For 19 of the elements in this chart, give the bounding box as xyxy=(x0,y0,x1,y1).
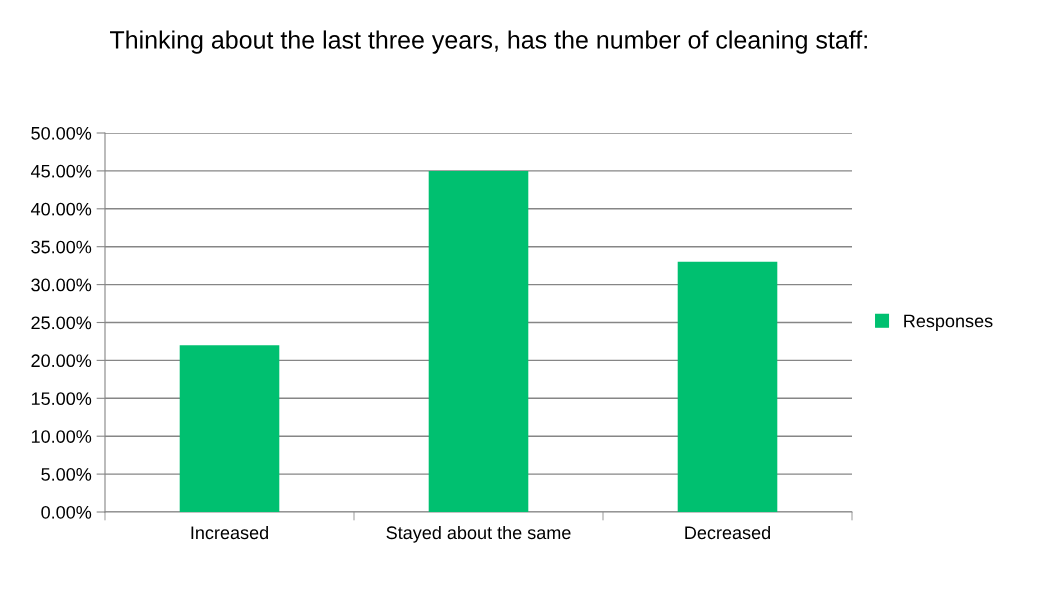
x-tick-label: Increased xyxy=(191,525,268,540)
chart-title: Thinking about the last three years, has the number of cleaning staff: xyxy=(110,30,867,54)
x-tick-label: Stayed about the same xyxy=(386,525,571,543)
legend-label: Responses xyxy=(904,314,993,331)
y-tick-label: 5.00% xyxy=(41,468,92,481)
y-tick-label: 50.00% xyxy=(31,126,92,140)
y-tick-label: 10.00% xyxy=(31,430,92,443)
bar xyxy=(677,261,778,512)
y-tick-label: 35.00% xyxy=(31,240,92,254)
y-tick-label: 45.00% xyxy=(30,164,92,178)
bar xyxy=(428,170,529,512)
x-tick-label: Decreased xyxy=(685,525,770,540)
y-tick-label: 25.00% xyxy=(31,316,92,330)
y-tick-label: 30.00% xyxy=(31,278,92,292)
bar xyxy=(179,345,280,512)
y-tick-label: 40.00% xyxy=(30,202,92,216)
y-tick-label: 20.00% xyxy=(31,354,92,368)
y-tick-label: 0.00% xyxy=(41,505,92,519)
y-tick-label: 15.00% xyxy=(31,392,92,406)
